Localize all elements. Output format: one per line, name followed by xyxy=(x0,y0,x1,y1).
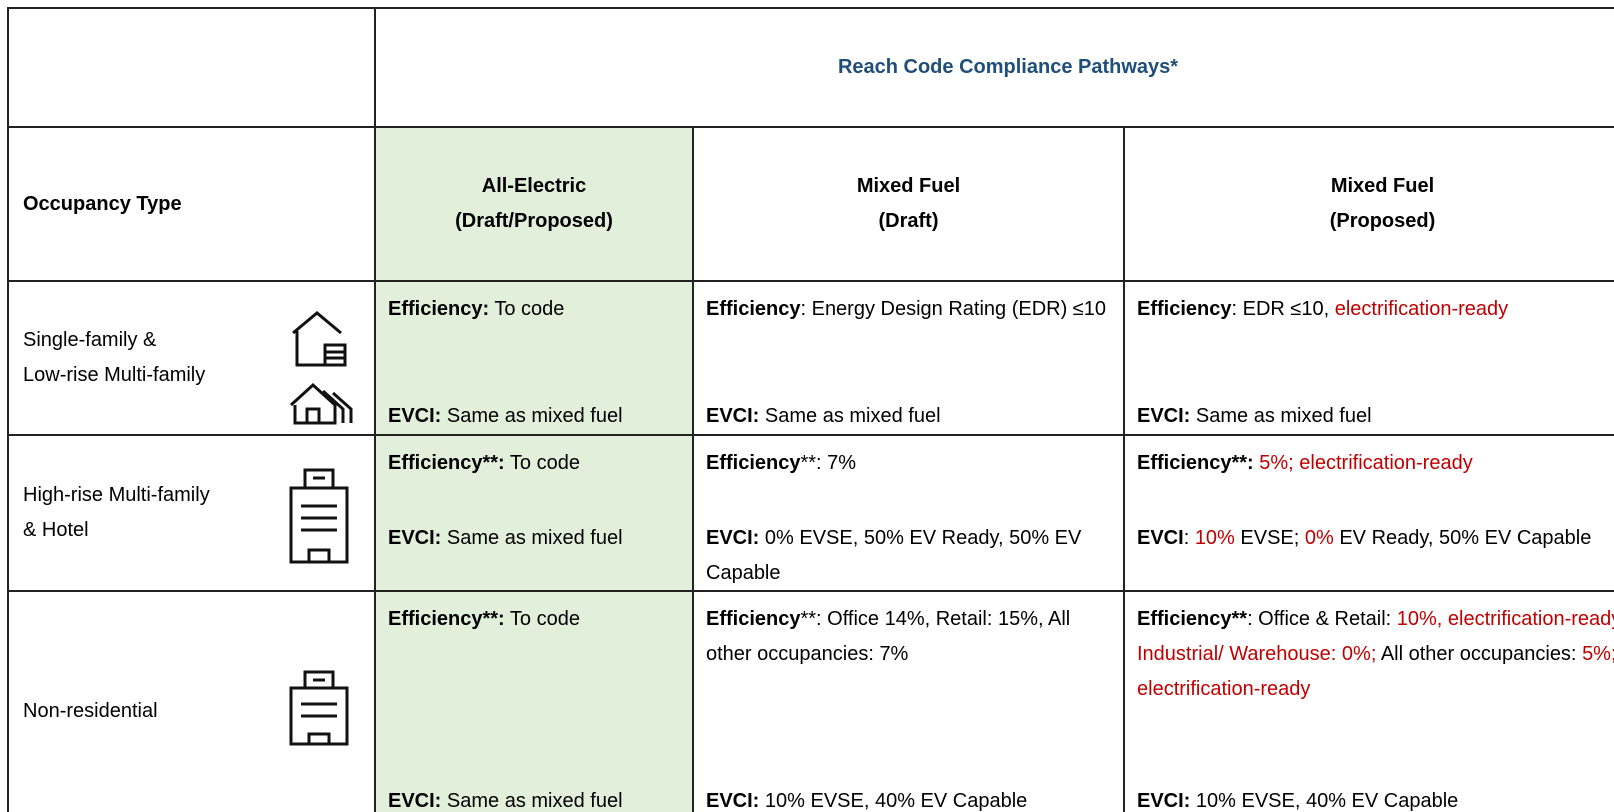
efficiency: Efficiency: Energy Design Rating (EDR) ≤… xyxy=(706,292,1111,327)
pathway-cell: Efficiency: To code EVCI: Same as mixed f… xyxy=(374,280,692,434)
pathway-cell: Efficiency: Energy Design Rating (EDR) ≤… xyxy=(692,280,1123,434)
occupancy-line: Single-family & xyxy=(23,329,157,351)
evci: EVCI: Same as mixed fuel xyxy=(388,784,680,812)
text-run: : Office & Retail: xyxy=(1247,608,1397,630)
efficiency: Efficiency**: Office & Retail: 10%, elec… xyxy=(1137,602,1614,707)
column-header: Mixed Fuel (Draft) xyxy=(692,126,1123,280)
text-run: EVCI: xyxy=(388,405,442,427)
evci: EVCI: Same as mixed fuel xyxy=(388,399,680,434)
text-run: Efficiency** xyxy=(1137,608,1248,630)
text-run: Efficiency**: xyxy=(388,452,505,474)
text-run: **: Office 14%, Retail: 15%, All other o… xyxy=(706,608,1071,665)
occupancy-cell: High-rise Multi-family & Hotel xyxy=(7,434,374,590)
text-run: 10%, electrification-ready; Industrial/ … xyxy=(1137,608,1614,665)
occupancy-line: Low-rise Multi-family xyxy=(23,364,206,386)
evci: EVCI: 0% EVSE, 50% EV Ready, 50% EV Capa… xyxy=(706,521,1111,591)
occupancy-cell: Non-residential xyxy=(7,590,374,812)
pathway-cell: Efficiency: EDR ≤10, electrification-rea… xyxy=(1123,280,1614,434)
efficiency: Efficiency**: 5%; electrification-ready xyxy=(1137,446,1614,481)
pathway-cell: Efficiency**: 7% EVCI: 0% EVSE, 50% EV Re… xyxy=(692,434,1123,590)
efficiency: Efficiency**: 7% xyxy=(706,446,1111,481)
text-run: EVCI: xyxy=(388,790,442,812)
text-run: **: 7% xyxy=(800,452,857,474)
building-icon xyxy=(289,468,349,564)
text-run: EVCI: xyxy=(706,405,760,427)
evci: EVCI: 10% EVSE, 40% EV Capable xyxy=(1137,784,1614,812)
text-run: 10% xyxy=(1194,527,1235,549)
text-run: Efficiency xyxy=(706,298,801,320)
header-line: All-Electric xyxy=(481,175,587,197)
text-run: electrification-ready xyxy=(1334,298,1509,320)
house-icons xyxy=(289,311,353,425)
text-run: 5%; electrification-ready xyxy=(1253,452,1473,474)
text-run: To code xyxy=(489,298,565,320)
text-run: To code xyxy=(504,608,580,630)
text-run: EVCI: xyxy=(1137,790,1191,812)
text-run: EV Ready, 50% EV Capable xyxy=(1333,527,1592,549)
pathway-cell: Efficiency**: 5%; electrification-ready E… xyxy=(1123,434,1614,590)
text-run: 10% EVSE, 40% EV Capable xyxy=(759,790,1028,812)
occupancy-cell: Single-family & Low-rise Multi-family xyxy=(7,280,374,434)
text-run: EVCI: xyxy=(706,790,760,812)
occupancy-line: Non-residential xyxy=(23,699,158,722)
text-run: 5%; electrification-ready xyxy=(1137,643,1614,700)
column-header: Occupancy Type xyxy=(7,126,374,280)
efficiency: Efficiency**: To code xyxy=(388,602,680,637)
evci: EVCI: 10% EVSE; 0% EV Ready, 50% EV Capa… xyxy=(1137,521,1614,556)
text-run: Same as mixed fuel xyxy=(441,527,623,549)
efficiency: Efficiency**: To code xyxy=(388,446,680,481)
text-run: Efficiency**: xyxy=(1137,452,1254,474)
pathway-cell: Efficiency**: Office & Retail: 10%, elec… xyxy=(1123,590,1614,812)
column-header: Mixed Fuel (Proposed) xyxy=(1123,126,1614,280)
text-run: EVCI: xyxy=(1137,405,1191,427)
text-run: Same as mixed fuel xyxy=(759,405,941,427)
text-run: : EDR ≤10, xyxy=(1231,298,1335,320)
text-run: : Energy Design Rating (EDR) ≤10 xyxy=(800,298,1107,320)
evci: EVCI: Same as mixed fuel xyxy=(388,521,680,556)
text-run: EVSE; xyxy=(1234,527,1305,549)
occupancy-line: & Hotel xyxy=(23,519,89,541)
efficiency: Efficiency: EDR ≤10, electrification-rea… xyxy=(1137,292,1614,327)
header-line: Mixed Fuel xyxy=(856,175,961,197)
pathway-cell: Efficiency**: Office 14%, Retail: 15%, A… xyxy=(692,590,1123,812)
text-run: Efficiency**: xyxy=(388,608,505,630)
title-cell: Reach Code Compliance Pathways* xyxy=(374,7,1614,126)
evci: EVCI: 10% EVSE, 40% EV Capable xyxy=(706,784,1111,812)
text-run: Same as mixed fuel xyxy=(441,405,623,427)
efficiency: Efficiency**: Office 14%, Retail: 15%, A… xyxy=(706,602,1111,672)
header-line: (Proposed) xyxy=(1329,210,1436,232)
text-run: Efficiency xyxy=(1137,298,1232,320)
text-run: Efficiency xyxy=(706,452,801,474)
text-run: 10% EVSE, 40% EV Capable xyxy=(1190,790,1459,812)
header-line: Occupancy Type xyxy=(23,192,182,215)
header-line: Mixed Fuel xyxy=(1330,175,1435,197)
header-line: (Draft) xyxy=(878,210,939,232)
building-icon xyxy=(289,670,349,746)
evci: EVCI: Same as mixed fuel xyxy=(706,399,1111,434)
text-run: EVCI: xyxy=(388,527,442,549)
text-run: 0% EVSE, 50% EV Ready, 50% EV Capable xyxy=(706,527,1082,584)
text-run: Same as mixed fuel xyxy=(441,790,623,812)
text-run: Efficiency: xyxy=(388,298,490,320)
text-run: EVCI: xyxy=(706,527,760,549)
evci: EVCI: Same as mixed fuel xyxy=(1137,399,1614,434)
text-run: EVCI xyxy=(1137,527,1184,549)
efficiency: Efficiency: To code xyxy=(388,292,680,327)
text-run: : xyxy=(1183,527,1195,549)
text-run: Efficiency xyxy=(706,608,801,630)
column-header: All-Electric (Draft/Proposed) xyxy=(374,126,692,280)
occupancy-line: High-rise Multi-family xyxy=(23,484,210,506)
text-run: All other occupancies: xyxy=(1376,643,1583,665)
text-run: Same as mixed fuel xyxy=(1190,405,1372,427)
corner-cell xyxy=(7,7,374,126)
pathway-cell: Efficiency**: To code EVCI: Same as mixed… xyxy=(374,434,692,590)
text-run: To code xyxy=(504,452,580,474)
header-line: (Draft/Proposed) xyxy=(455,210,613,232)
pathway-cell: Efficiency**: To code EVCI: Same as mixed… xyxy=(374,590,692,812)
text-run: 0% xyxy=(1304,527,1334,549)
